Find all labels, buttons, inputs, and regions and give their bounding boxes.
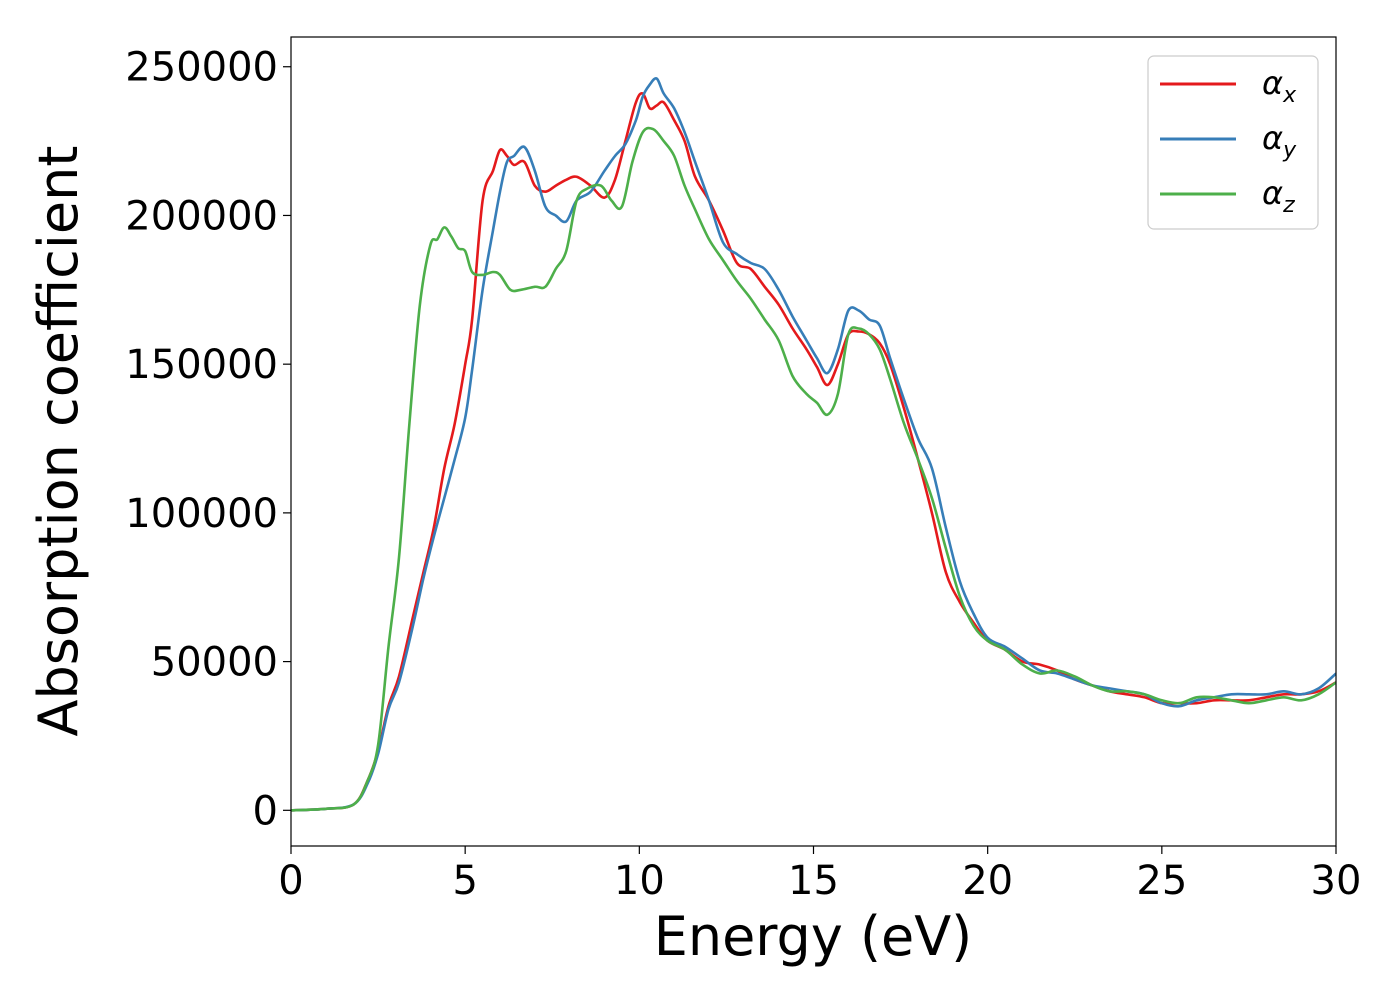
x-tick-label: 10 <box>614 858 665 904</box>
legend-label-alpha-z: αz <box>1262 174 1295 218</box>
legend-label-alpha-x: αx <box>1262 64 1297 108</box>
x-tick-label: 5 <box>452 858 477 904</box>
x-axis-ticks: 0 5 10 15 20 25 30 <box>278 846 1361 904</box>
y-tick-label: 50000 <box>151 640 278 686</box>
x-tick-label: 0 <box>278 858 303 904</box>
y-tick-label: 250000 <box>125 45 278 91</box>
x-axis-label: Energy (eV) <box>654 905 973 968</box>
plot-frame <box>290 36 1337 847</box>
x-tick-label: 20 <box>962 858 1013 904</box>
x-tick-label: 15 <box>788 858 839 904</box>
y-tick-label: 100000 <box>125 491 278 537</box>
series-layer <box>291 77 1336 812</box>
y-tick-label: 0 <box>253 788 278 834</box>
series-line-alpha-y <box>291 77 1336 812</box>
y-axis-label: Absorption coefficient <box>27 146 90 737</box>
legend-box <box>1147 55 1319 230</box>
x-tick-label: 30 <box>1311 858 1362 904</box>
y-tick-label: 200000 <box>125 193 278 239</box>
legend-label-alpha-y: αy <box>1262 119 1297 163</box>
y-axis-ticks: 0 50000 100000 150000 200000 250000 <box>125 45 291 834</box>
series-line-alpha-z <box>291 126 1336 812</box>
y-tick-label: 150000 <box>125 342 278 388</box>
legend: αx αy αz <box>1147 55 1319 230</box>
x-tick-label: 25 <box>1136 858 1187 904</box>
